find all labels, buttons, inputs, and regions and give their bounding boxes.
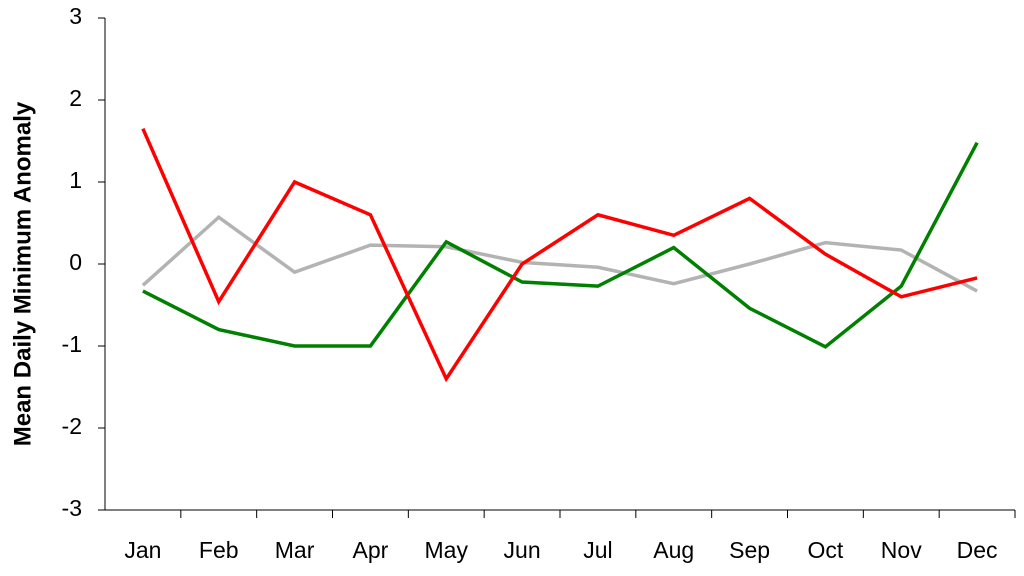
x-tick-label: Feb [199,537,239,563]
series-line [141,215,978,293]
y-tick-label: 0 [69,249,82,275]
y-tick-label: -3 [62,495,82,521]
series-line [142,141,979,349]
y-tick-label: -2 [62,413,82,439]
x-tick-label: Jul [583,537,612,563]
x-tick-label: Jan [124,537,161,563]
y-tick-label: 3 [69,3,82,29]
y-tick-label: -1 [62,331,82,357]
x-tick-label: Jun [504,537,541,563]
x-tick-label: Oct [808,537,844,563]
y-tick-label: 2 [69,85,82,111]
y-axis-label: Mean Daily Minimum Anomaly [9,101,36,446]
x-tick-label: Dec [957,537,998,563]
x-tick-label: Nov [881,537,922,563]
x-tick-label: May [425,537,469,563]
x-tick-label: Mar [275,537,315,563]
x-tick-label: Aug [653,537,694,563]
series-line [141,127,978,383]
x-tick-label: Sep [729,537,770,563]
x-tick-label: Apr [353,537,389,563]
y-tick-label: 1 [69,167,82,193]
